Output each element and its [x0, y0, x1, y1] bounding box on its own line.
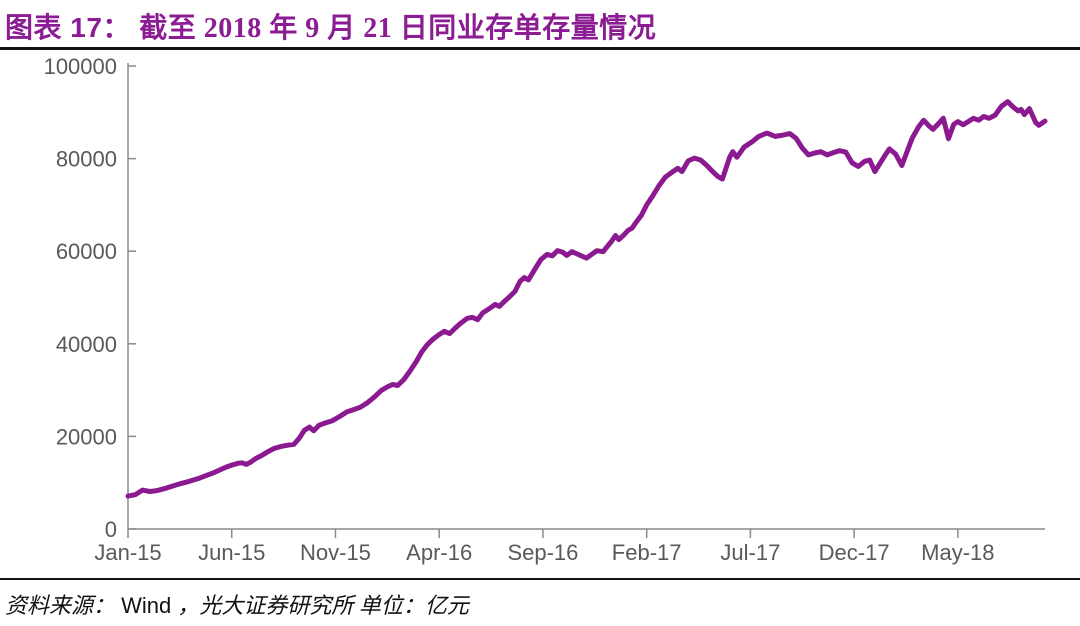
- title-divider: [0, 47, 1080, 50]
- x-tick-label: Apr-16: [406, 540, 472, 565]
- series-line-ncd-outstanding: [125, 99, 1048, 499]
- x-tick-label: Sep-16: [507, 540, 578, 565]
- y-tick-label: 40000: [56, 332, 117, 357]
- source-prefix: 资料来源：: [5, 593, 116, 618]
- figure-title-text: 截至 2018 年 9 月 21 日同业存单存量情况: [139, 13, 657, 44]
- x-tick-label: Jan-15: [94, 540, 161, 565]
- y-tick-label: 80000: [56, 147, 117, 172]
- x-tick-label: Jul-17: [720, 540, 780, 565]
- source-divider: [0, 578, 1080, 580]
- x-tick-label: Dec-17: [819, 540, 890, 565]
- y-tick-label: 20000: [56, 424, 117, 449]
- figure-number-label: 图表 17：: [5, 12, 131, 43]
- figure-title: 图表 17： 截至 2018 年 9 月 21 日同业存单存量情况: [5, 6, 656, 46]
- x-tick-label: Jun-15: [198, 540, 265, 565]
- source-note: 资料来源： Wind ，光大证券研究所 单位：亿元: [5, 588, 469, 620]
- y-tick-label: 0: [105, 517, 117, 542]
- x-tick-label: Feb-17: [612, 540, 682, 565]
- source-suffix: ，光大证券研究所 单位：亿元: [177, 593, 469, 618]
- source-vendor: Wind: [121, 593, 172, 618]
- x-tick-label: May-18: [921, 540, 994, 565]
- y-tick-label: 60000: [56, 239, 117, 264]
- y-tick-label: 100000: [44, 54, 117, 79]
- x-tick-label: Nov-15: [300, 540, 371, 565]
